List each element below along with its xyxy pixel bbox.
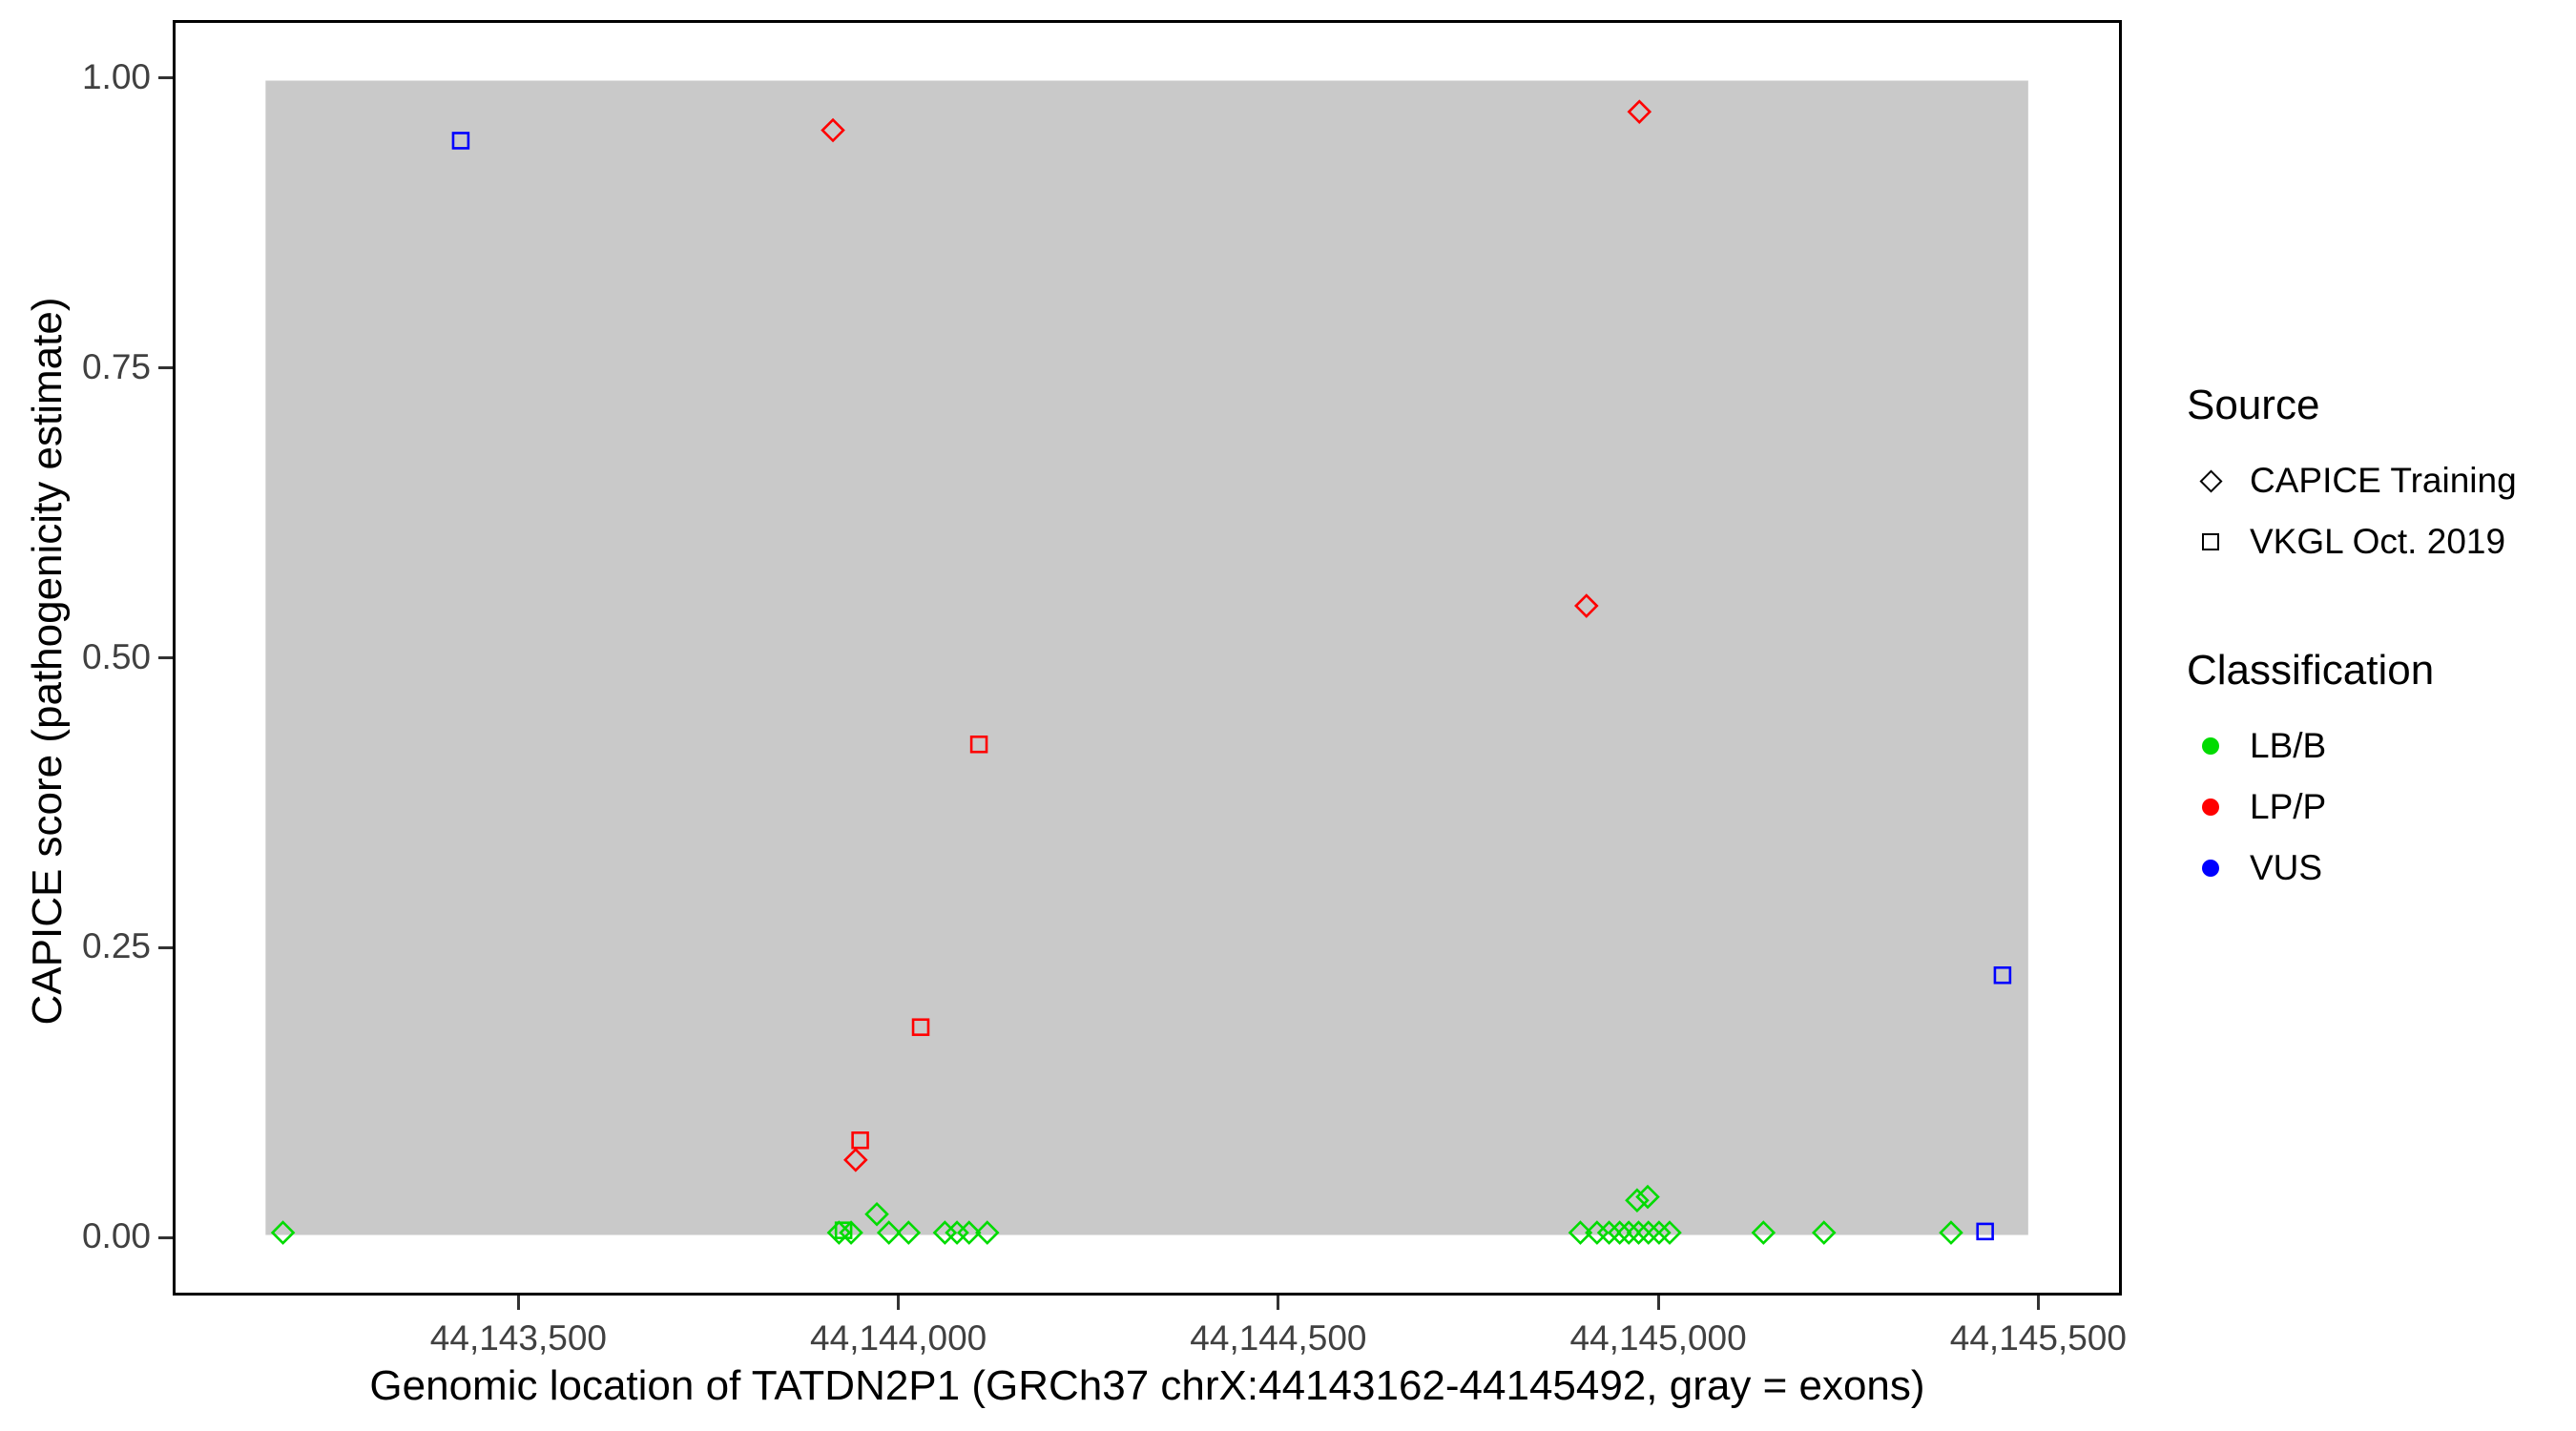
- scatter-point: [896, 1220, 922, 1245]
- scatter-point: [843, 1148, 868, 1172]
- scatter-point: [1627, 99, 1652, 124]
- legend-item-lpp: LP/P: [2187, 777, 2568, 838]
- scatter-point: [1568, 1220, 1593, 1245]
- scatter-point: [975, 1220, 1000, 1245]
- scatter-point: [1636, 1220, 1661, 1245]
- red-dot-icon: [2187, 798, 2234, 816]
- scatter-point: [826, 1220, 852, 1245]
- scatter-point: [1939, 1220, 1963, 1245]
- y-axis-tick: [158, 76, 173, 80]
- legend-title-classification: Classification: [2187, 647, 2435, 694]
- x-tick-label: 44,145,500: [1949, 1318, 2127, 1358]
- y-tick-label: 0.75: [81, 346, 151, 386]
- scatter-point: [451, 132, 470, 150]
- scatter-point: [932, 1220, 958, 1245]
- x-axis-title: Genomic location of TATDN2P1 (GRCh37 chr…: [369, 1362, 1925, 1409]
- legend-item-capice-training: CAPICE Training: [2187, 450, 2568, 511]
- scatter-plot: [265, 80, 2028, 1245]
- scatter-point: [1625, 1188, 1650, 1213]
- scatter-point: [1596, 1220, 1622, 1245]
- x-axis-tick: [897, 1296, 901, 1310]
- x-axis-tick: [1656, 1296, 1660, 1310]
- scatter-point: [876, 1220, 902, 1245]
- scatter-point: [1626, 1220, 1652, 1245]
- scatter-point: [834, 1221, 853, 1239]
- x-tick-label: 44,144,500: [1190, 1318, 1367, 1358]
- x-tick-label: 44,144,000: [810, 1318, 987, 1358]
- scatter-point: [864, 1201, 889, 1227]
- x-tick-label: 44,145,000: [1569, 1318, 1747, 1358]
- y-axis-tick: [158, 656, 173, 659]
- x-axis-tick: [2036, 1296, 2040, 1310]
- scatter-point: [1751, 1220, 1776, 1245]
- diamond-icon: [2187, 468, 2234, 493]
- legend-item-vkgl: VKGL Oct. 2019: [2187, 511, 2568, 572]
- x-axis-tick: [516, 1296, 520, 1310]
- scatter-point: [945, 1220, 969, 1245]
- scatter-point: [1585, 1220, 1610, 1245]
- scatter-point: [839, 1220, 863, 1245]
- x-axis-tick: [1277, 1296, 1280, 1310]
- scatter-point: [956, 1220, 982, 1245]
- scatter-point: [270, 1220, 296, 1245]
- y-axis-tick: [158, 366, 173, 370]
- legend-label-lbb: LB/B: [2250, 726, 2327, 765]
- y-tick-label: 0.25: [81, 926, 151, 966]
- scatter-point: [1616, 1220, 1641, 1245]
- square-icon: [2187, 533, 2234, 550]
- scatter-point: [821, 117, 845, 143]
- scatter-point: [1607, 1220, 1632, 1245]
- scatter-point: [911, 1018, 930, 1036]
- green-dot-icon: [2187, 737, 2234, 755]
- scatter-point: [969, 735, 988, 754]
- y-tick-label: 1.00: [81, 56, 151, 96]
- scatter-point: [1574, 593, 1599, 618]
- exon-region: [265, 80, 2028, 1235]
- legend: Source CAPICE Training VKGL Oct. 2019 Cl…: [2187, 382, 2568, 899]
- legend-group-classification: Classification LB/B LP/P VUS: [2187, 647, 2568, 899]
- plot-panel: [173, 20, 2122, 1296]
- legend-label-vus: VUS: [2250, 848, 2323, 887]
- scatter-point: [1993, 965, 2012, 985]
- scatter-point: [1657, 1220, 1682, 1245]
- legend-label-vkgl: VKGL Oct. 2019: [2250, 522, 2506, 561]
- legend-title-source: Source: [2187, 382, 2320, 428]
- legend-item-vus: VUS: [2187, 838, 2568, 899]
- legend-label-lpp: LP/P: [2250, 787, 2327, 826]
- legend-group-source: Source CAPICE Training VKGL Oct. 2019: [2187, 382, 2568, 572]
- scatter-point: [1647, 1220, 1672, 1245]
- y-axis-tick: [158, 945, 173, 949]
- y-axis-tick: [158, 1235, 173, 1239]
- legend-label-capice-training: CAPICE Training: [2250, 461, 2517, 500]
- legend-item-lbb: LB/B: [2187, 716, 2568, 777]
- x-tick-label: 44,143,500: [429, 1318, 607, 1358]
- scatter-point: [851, 1131, 869, 1150]
- y-tick-label: 0.50: [81, 636, 151, 676]
- scatter-point: [1976, 1222, 1994, 1241]
- blue-dot-icon: [2187, 860, 2234, 877]
- scatter-point: [1635, 1184, 1660, 1210]
- y-tick-label: 0.00: [81, 1216, 151, 1256]
- scatter-point: [1811, 1220, 1837, 1245]
